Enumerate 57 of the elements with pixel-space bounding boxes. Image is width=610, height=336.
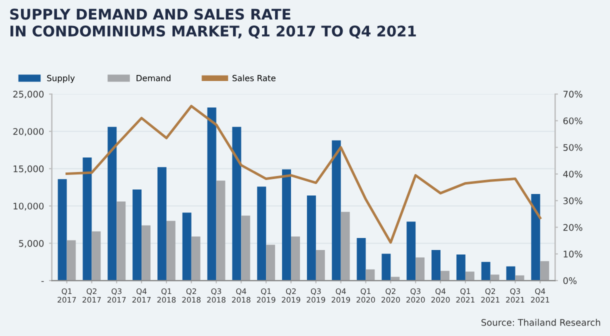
bar bbox=[241, 216, 250, 281]
bar bbox=[490, 274, 500, 281]
bar bbox=[132, 190, 142, 281]
y2-tick-label: 50% bbox=[563, 144, 582, 151]
bar bbox=[291, 236, 300, 281]
bar bbox=[316, 250, 325, 281]
y-tick-label: 10,000 bbox=[14, 202, 44, 210]
bar bbox=[465, 272, 474, 281]
bar bbox=[356, 238, 366, 281]
bar bbox=[506, 266, 516, 281]
bar bbox=[66, 240, 76, 281]
legend-label: Demand bbox=[136, 74, 170, 82]
legend-label: Sales Rate bbox=[232, 74, 276, 82]
bar bbox=[191, 236, 200, 281]
y-tick-label: 20,000 bbox=[13, 128, 44, 136]
bar bbox=[382, 254, 391, 281]
y-tick-label: 15,000 bbox=[14, 165, 44, 174]
legend-label: Supply bbox=[47, 74, 75, 83]
bar bbox=[166, 220, 176, 281]
bar bbox=[481, 262, 490, 281]
bar bbox=[531, 194, 540, 281]
y2-tick-label: 70% bbox=[563, 90, 582, 98]
bar bbox=[58, 179, 67, 281]
bar bbox=[92, 231, 101, 281]
bar bbox=[82, 157, 92, 281]
bar bbox=[332, 140, 341, 281]
y2-tick-label: 30% bbox=[563, 197, 582, 204]
bar bbox=[157, 167, 166, 281]
bar bbox=[182, 212, 192, 281]
bar bbox=[266, 244, 276, 281]
bar bbox=[257, 186, 266, 281]
y2-tick-label: 10% bbox=[564, 250, 582, 258]
bar bbox=[116, 201, 126, 281]
source-note: Source: Thailand Research bbox=[481, 318, 600, 326]
bar bbox=[306, 196, 316, 281]
y-tick-label: 25,000 bbox=[13, 90, 44, 99]
bar bbox=[456, 254, 466, 281]
bar bbox=[540, 261, 550, 281]
y-tick-label: 5,000 bbox=[19, 240, 44, 248]
line-series bbox=[66, 104, 542, 244]
bar bbox=[432, 250, 440, 281]
chart-title: SUPPLY DEMAND AND SALES RATE IN CONDOMINIUMS MARKET, Q1 2017 TO Q4 2021 bbox=[10, 8, 416, 38]
y2-tick-label: 20% bbox=[563, 224, 582, 231]
bar bbox=[232, 126, 242, 281]
bar bbox=[440, 270, 450, 281]
bar bbox=[340, 212, 350, 281]
bar bbox=[416, 257, 425, 281]
bar bbox=[282, 169, 292, 281]
bar bbox=[216, 180, 226, 281]
bar bbox=[207, 108, 216, 281]
bar bbox=[108, 126, 117, 281]
bar bbox=[142, 225, 151, 281]
bar bbox=[406, 222, 416, 281]
y-tick-label: - bbox=[41, 281, 44, 282]
y2-tick-label: 60% bbox=[563, 117, 582, 124]
y2-tick-label: 40% bbox=[563, 170, 582, 178]
y2-tick-label: 0% bbox=[563, 277, 577, 284]
